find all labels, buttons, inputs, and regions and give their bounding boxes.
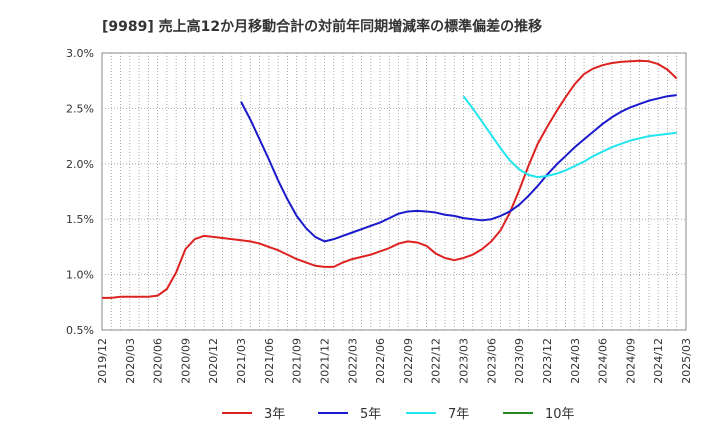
legend-label: 5年 xyxy=(360,407,381,422)
x-tick-label: 2024/03 xyxy=(569,338,582,384)
x-tick-label: 2020/09 xyxy=(179,338,192,384)
legend-label: 3年 xyxy=(264,407,285,422)
x-tick-label: 2022/06 xyxy=(374,338,387,384)
y-tick-label: 2.5% xyxy=(66,102,94,115)
x-axis: 2019/12 2020/03 2020/06 2020/09 2020/12 2021/… xyxy=(96,338,693,384)
x-tick-label: 2020/03 xyxy=(124,338,137,384)
x-tick-label: 2020/12 xyxy=(207,338,220,384)
series-lines xyxy=(102,59,678,299)
x-tick-label: 2025/03 xyxy=(680,338,693,384)
plot-area xyxy=(101,52,687,331)
x-tick-label: 2021/12 xyxy=(318,338,331,384)
series-line-3年 xyxy=(102,59,678,299)
chart-title: [9989] 売上高12か月移動合計の対前年同期増減率の標準偏差の推移 xyxy=(102,18,542,35)
y-axis: 0.5% 1.0% 1.5% 2.0% 2.5% 3.0% xyxy=(66,47,94,337)
x-tick-label: 2021/06 xyxy=(263,338,276,384)
y-tick-label: 0.5% xyxy=(66,324,94,337)
series-line-5年 xyxy=(240,94,677,243)
plot-frame xyxy=(101,52,687,331)
x-tick-label: 2024/06 xyxy=(597,338,610,384)
y-tick-label: 3.0% xyxy=(66,47,94,60)
series-line-7年 xyxy=(462,95,677,179)
x-tick-label: 2024/12 xyxy=(652,338,665,384)
legend-label: 10年 xyxy=(545,407,575,422)
y-tick-label: 1.0% xyxy=(66,269,94,282)
x-tick-label: 2022/12 xyxy=(430,338,443,384)
x-tick-label: 2022/03 xyxy=(346,338,359,384)
x-tick-label: 2022/09 xyxy=(402,338,415,384)
y-tick-label: 1.5% xyxy=(66,213,94,226)
x-tick-label: 2019/12 xyxy=(96,338,109,384)
x-tick-label: 2020/06 xyxy=(152,338,165,384)
gridlines xyxy=(102,53,686,330)
x-tick-label: 2023/03 xyxy=(458,338,471,384)
x-tick-label: 2024/09 xyxy=(624,338,637,384)
x-tick-label: 2023/06 xyxy=(485,338,498,384)
x-tick-label: 2023/12 xyxy=(541,338,554,384)
legend: 3年 5年 7年 10年 xyxy=(222,407,575,422)
legend-label: 7年 xyxy=(448,407,469,422)
x-tick-label: 2021/03 xyxy=(235,338,248,384)
x-tick-label: 2021/09 xyxy=(291,338,304,384)
x-tick-label: 2023/09 xyxy=(513,338,526,384)
y-tick-label: 2.0% xyxy=(66,158,94,171)
